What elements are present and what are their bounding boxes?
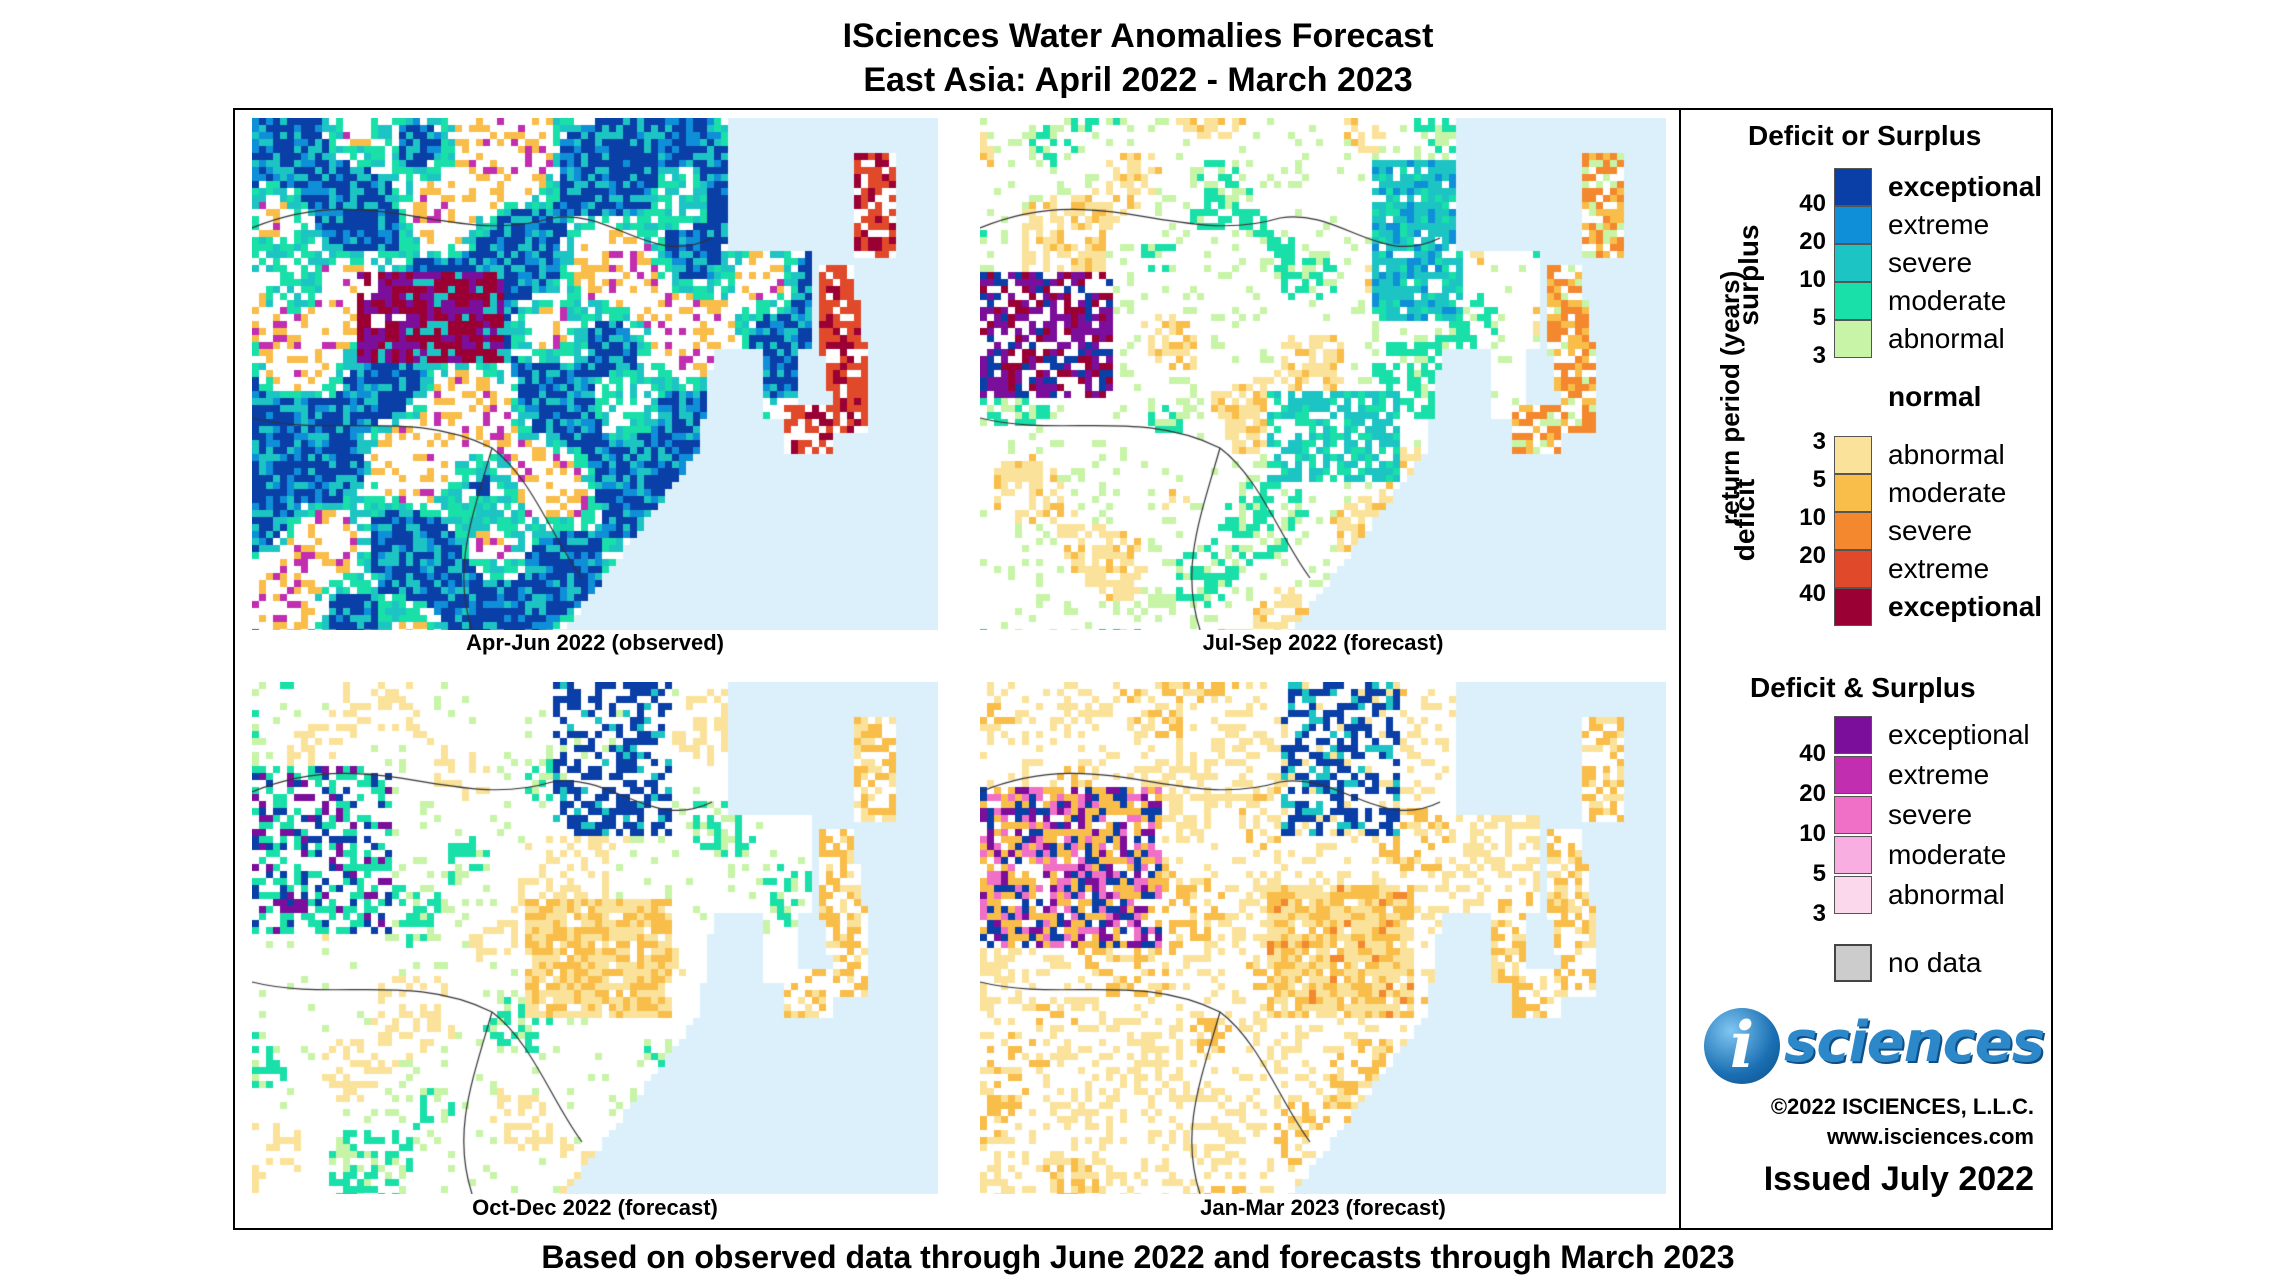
title-line-2: East Asia: April 2022 - March 2023 bbox=[863, 61, 1413, 99]
anomaly-map-jul-sep bbox=[980, 118, 1666, 630]
deficit-swatch-severe bbox=[1834, 512, 1872, 550]
both-tick-20: 20 bbox=[1799, 780, 1826, 807]
no-data-swatch bbox=[1834, 944, 1872, 982]
website-text: www.isciences.com bbox=[1826, 1124, 2034, 1149]
map-panel-jul-sep bbox=[980, 118, 1666, 630]
both-swatch-exceptional bbox=[1834, 716, 1872, 754]
map-title: ISciences Water Anomalies Forecast East … bbox=[0, 14, 2276, 102]
surplus-tick-5: 5 bbox=[1812, 304, 1826, 331]
deficit-swatch-moderate bbox=[1834, 474, 1872, 512]
deficit-swatch-exceptional bbox=[1834, 588, 1872, 626]
panel-label-jan-mar: Jan-Mar 2023 (forecast) bbox=[1200, 1195, 1446, 1220]
surplus-swatch-severe bbox=[1834, 244, 1872, 282]
panel-label-jul-sep: Jul-Sep 2022 (forecast) bbox=[1202, 630, 1444, 655]
surplus-tick-40: 40 bbox=[1799, 190, 1826, 217]
deficit-label-moderate: moderate bbox=[1888, 477, 2007, 508]
both-swatch-moderate bbox=[1834, 836, 1872, 874]
legend-normal-label: normal bbox=[1888, 381, 1982, 412]
both-label-exceptional: exceptional bbox=[1888, 719, 2030, 750]
surplus-label-exceptional: exceptional bbox=[1888, 171, 2043, 202]
legend-title-deficit-and-surplus: Deficit & Surplus bbox=[1750, 672, 1976, 703]
copyright-text: ©2022 ISCIENCES, L.L.C. bbox=[1770, 1094, 2034, 1119]
issued-date: Issued July 2022 bbox=[1763, 1160, 2034, 1198]
panel-label-oct-dec: Oct-Dec 2022 (forecast) bbox=[472, 1195, 718, 1220]
both-swatch-severe bbox=[1834, 796, 1872, 834]
deficit-swatch-abnormal bbox=[1834, 436, 1872, 474]
deficit-swatch-extreme bbox=[1834, 550, 1872, 588]
both-swatch-abnormal bbox=[1834, 876, 1872, 914]
both-tick-5: 5 bbox=[1812, 860, 1826, 887]
map-panel-oct-dec bbox=[252, 682, 938, 1194]
deficit-tick-3: 3 bbox=[1812, 428, 1826, 455]
deficit-tick-5: 5 bbox=[1812, 466, 1826, 493]
surplus-swatch-abnormal bbox=[1834, 320, 1872, 358]
deficit-label-exceptional: exceptional bbox=[1888, 591, 2043, 622]
both-tick-40: 40 bbox=[1799, 740, 1826, 767]
surplus-swatch-exceptional bbox=[1834, 168, 1872, 206]
surplus-swatch-extreme bbox=[1834, 206, 1872, 244]
both-label-extreme: extreme bbox=[1888, 759, 1990, 790]
both-label-moderate: moderate bbox=[1888, 839, 2007, 870]
deficit-label-abnormal: abnormal bbox=[1888, 439, 2005, 470]
both-swatch-extreme bbox=[1834, 756, 1872, 794]
deficit-tick-40: 40 bbox=[1799, 580, 1826, 607]
isciences-logo-icon: i bbox=[1704, 1008, 1780, 1084]
surplus-label-extreme: extreme bbox=[1888, 209, 1990, 240]
footer-note: Based on observed data through June 2022… bbox=[541, 1239, 1735, 1275]
isciences-logo-wordmark: sciences bbox=[1784, 1010, 2045, 1075]
deficit-axis-label: deficit bbox=[1729, 478, 1760, 562]
legend: Deficit or Surplus return period (years)… bbox=[1682, 110, 2052, 1228]
surplus-swatch-moderate bbox=[1834, 282, 1872, 320]
both-tick-3: 3 bbox=[1812, 900, 1826, 927]
surplus-tick-20: 20 bbox=[1799, 228, 1826, 255]
surplus-label-severe: severe bbox=[1888, 247, 1973, 278]
surplus-axis-label: surplus bbox=[1733, 224, 1764, 326]
figure-frame bbox=[233, 108, 2053, 1230]
deficit-tick-20: 20 bbox=[1799, 542, 1826, 569]
surplus-tick-3: 3 bbox=[1812, 342, 1826, 369]
surplus-label-abnormal: abnormal bbox=[1888, 323, 2005, 354]
no-data-label: no data bbox=[1888, 947, 1982, 978]
both-label-abnormal: abnormal bbox=[1888, 879, 2005, 910]
anomaly-map-oct-dec bbox=[252, 682, 938, 1194]
title-line-1: ISciences Water Anomalies Forecast bbox=[842, 17, 1434, 55]
deficit-label-severe: severe bbox=[1888, 515, 1973, 546]
anomaly-map-jan-mar bbox=[980, 682, 1666, 1194]
legend-divider bbox=[1679, 108, 1681, 1230]
anomaly-map-apr-jun bbox=[252, 118, 938, 630]
both-label-severe: severe bbox=[1888, 799, 1973, 830]
map-panel-jan-mar bbox=[980, 682, 1666, 1194]
map-panel-apr-jun bbox=[252, 118, 938, 630]
surplus-tick-10: 10 bbox=[1799, 266, 1826, 293]
panel-label-apr-jun: Apr-Jun 2022 (observed) bbox=[466, 630, 724, 655]
deficit-label-extreme: extreme bbox=[1888, 553, 1990, 584]
surplus-label-moderate: moderate bbox=[1888, 285, 2007, 316]
both-tick-10: 10 bbox=[1799, 820, 1826, 847]
deficit-tick-10: 10 bbox=[1799, 504, 1826, 531]
legend-title-deficit-or-surplus: Deficit or Surplus bbox=[1748, 120, 1982, 151]
